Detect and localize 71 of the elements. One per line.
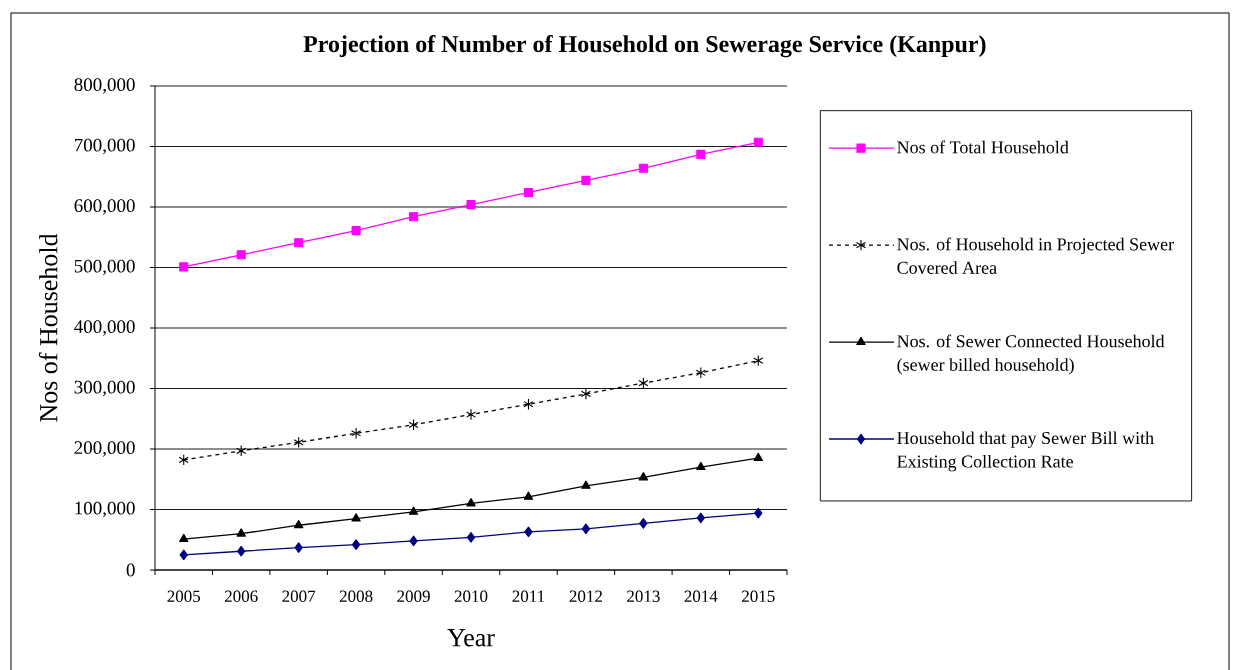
point [523,491,534,500]
x-tick-label: 2012 [569,590,602,602]
x-axis-title: Year [447,629,495,647]
x-tick-label: 2008 [339,590,373,602]
point [178,454,189,466]
point [753,452,763,462]
x-tick-label: 2005 [167,590,201,602]
y-tick-label: 700,000 [74,138,135,155]
point [294,542,303,553]
point [580,388,591,400]
y-tick-label: 800,000 [74,78,135,94]
x-tick-label: 2010 [454,590,488,602]
x-tick-label: 2011 [512,590,545,602]
point [638,472,649,481]
point [293,436,304,449]
legend-label: Nos. of Household in Projected Sewer Covered Area [897,237,1174,274]
point [237,545,246,557]
point [465,408,477,421]
point [236,250,246,260]
point [351,539,361,550]
point [753,137,763,147]
point [581,175,591,185]
chart-title: Projection of Number of Household on Sewerage Service (Kanpur) [303,35,986,58]
point [236,445,247,457]
point [638,377,649,389]
point [179,549,188,561]
x-tick-label: 2007 [282,590,316,602]
point [294,238,304,248]
point [696,149,706,159]
y-tick-label: 600,000 [74,199,135,215]
point [524,526,533,538]
point [696,461,706,471]
y-tick-label: 400,000 [74,320,135,336]
point [293,519,304,529]
point [696,512,705,524]
point [639,518,648,529]
legend-label: Nos. of Sewer Connected Household (sewer billed household) [897,334,1165,375]
point [753,354,764,367]
x-tick-label: 2009 [397,590,430,602]
point [466,200,476,210]
y-tick-label: 200,000 [74,441,135,457]
point [466,531,476,543]
point [754,507,763,519]
point [409,535,418,547]
point [236,528,246,537]
legend-label: Nos of Total Household [897,140,1069,154]
point [408,506,419,515]
x-tick-label: 2013 [627,590,660,602]
point [408,419,419,431]
y-tick-label: 300,000 [74,380,135,397]
x-tick-label: 2006 [224,590,258,602]
point [638,163,648,173]
point [466,498,476,507]
y-tick-label: 100,000 [75,501,135,518]
point [523,187,534,198]
y-axis-title: Nos of Household [38,233,58,422]
point [179,533,189,543]
point [409,212,419,222]
point [179,262,189,272]
x-tick-label: 2015 [742,590,775,602]
point [581,480,591,489]
x-tick-label: 2014 [684,590,718,602]
point [351,513,361,522]
y-tick-label: 500,000 [74,259,135,276]
y-tick-label: 0 [126,563,135,577]
point [581,523,591,535]
point [351,226,361,236]
point [351,427,362,440]
legend-label: Household that pay Sewer Bill with Existing Collection Rate [897,431,1154,472]
point [695,367,706,379]
point [523,398,534,410]
